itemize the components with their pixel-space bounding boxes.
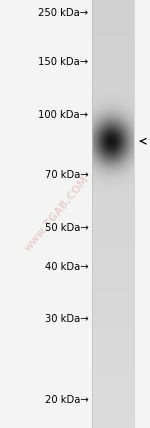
Text: www.TGAB.COM: www.TGAB.COM xyxy=(23,175,91,253)
Text: 40 kDa→: 40 kDa→ xyxy=(45,262,88,273)
Text: 50 kDa→: 50 kDa→ xyxy=(45,223,88,233)
Text: 100 kDa→: 100 kDa→ xyxy=(39,110,88,120)
Text: 250 kDa→: 250 kDa→ xyxy=(38,8,88,18)
Text: 70 kDa→: 70 kDa→ xyxy=(45,169,88,180)
Text: 150 kDa→: 150 kDa→ xyxy=(38,57,88,67)
Text: 20 kDa→: 20 kDa→ xyxy=(45,395,88,405)
Text: 30 kDa→: 30 kDa→ xyxy=(45,314,88,324)
